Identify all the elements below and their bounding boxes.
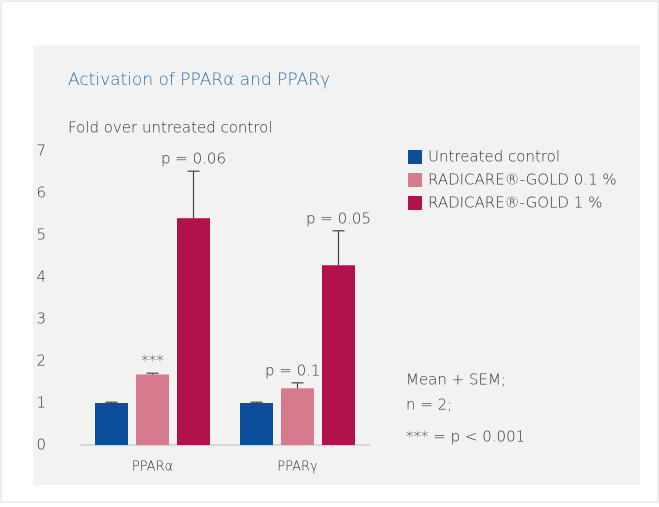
legend-swatch [408,196,422,210]
y-tick-label: 7 [36,142,46,160]
bar [322,265,355,445]
annotation: p = 0.11 [265,361,330,379]
annotation: p = 0.05 [306,209,371,227]
chart-title: Activation of PPARα and PPARγ [68,70,330,90]
bar [95,403,128,445]
y-tick-label: 6 [36,184,46,202]
bar [240,403,273,445]
bar [177,218,210,445]
bar [281,388,314,445]
y-tick-label: 4 [36,268,46,286]
x-tick-label: PPARα [132,460,173,475]
x-tick-label: PPARγ [277,460,318,475]
annotation: *** [141,352,164,370]
y-axis-label: Fold over untreated control [68,119,273,137]
y-tick-label: 5 [36,226,46,244]
y-tick-label: 1 [36,394,46,412]
legend-label: RADICARE®-GOLD 0.1 % [428,171,617,189]
annotation: p = 0.06 [161,150,226,168]
note: Mean + SEM; [406,371,506,389]
y-tick-label: 3 [36,310,46,328]
note: *** = p < 0.001 [406,428,525,446]
bar [136,374,169,445]
legend-swatch [408,173,422,187]
legend-swatch [408,150,422,164]
y-tick-label: 0 [36,436,46,454]
note: n = 2; [406,396,452,414]
legend-label: RADICARE®-GOLD 1 % [428,194,602,212]
legend-label: Untreated control [428,148,560,166]
y-tick-label: 2 [36,352,46,370]
